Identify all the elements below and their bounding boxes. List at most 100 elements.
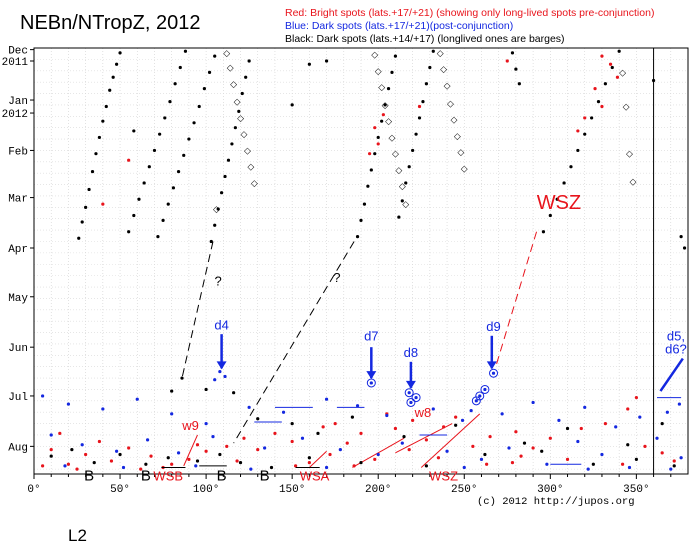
blue-spot-point — [101, 407, 105, 411]
black-spot-point — [207, 70, 212, 74]
black-spot-point — [223, 174, 227, 179]
red-spot-point — [359, 431, 363, 435]
red-spot-point — [333, 421, 337, 426]
x-tick-label: 0° — [27, 484, 40, 496]
annotation-label: d8 — [404, 345, 418, 360]
y-tick-label: Dec — [8, 46, 28, 58]
blue-spot-point — [223, 374, 227, 379]
black-spot-point — [132, 129, 136, 133]
red-spot-point — [576, 129, 580, 133]
barge-marker: ◇ — [399, 182, 406, 192]
blue-spot-point — [324, 465, 329, 470]
red-spot-point — [531, 446, 535, 450]
black-spot-point — [171, 186, 176, 190]
black-spot-point — [111, 75, 115, 79]
red-spot-point — [608, 62, 613, 66]
black-spot-point — [591, 462, 595, 466]
blue-spot-point — [460, 418, 465, 422]
barge-marker: ◇ — [251, 179, 258, 189]
black-spot-point — [411, 148, 415, 153]
black-spot-point — [454, 423, 458, 427]
blue-spot-point — [409, 400, 413, 405]
annotation-label: d7 — [364, 329, 378, 344]
barge-marker: ◇ — [623, 103, 630, 113]
black-spot-point — [397, 215, 401, 219]
black-spot-point — [359, 218, 363, 222]
black-spot-point — [142, 181, 146, 185]
blue-spot-point — [369, 381, 373, 385]
barge-marker: ◇ — [440, 65, 447, 75]
barge-marker: ◇ — [230, 80, 237, 90]
barge-marker: ◇ — [382, 101, 389, 111]
y-tick-label: Jul — [8, 392, 28, 404]
red-spot-point — [643, 444, 647, 448]
tracked-spot-ring — [471, 396, 481, 406]
black-spot-point — [359, 461, 363, 465]
red-spot-point — [187, 457, 191, 461]
black-spot-point — [307, 456, 311, 460]
barge-marker: ◇ — [247, 163, 254, 173]
blue-spot-point — [491, 371, 496, 375]
tracked-spot-ring — [480, 384, 490, 394]
pointer-arrowhead — [405, 380, 416, 389]
barge-marker: ◇ — [385, 117, 392, 127]
red-spot-point — [273, 431, 277, 435]
annotation-label: WSB — [153, 469, 183, 484]
red-spot-point — [242, 436, 246, 440]
barge-marker: ◇ — [447, 99, 454, 109]
black-spot-point — [540, 449, 544, 453]
barge-marker: ◇ — [237, 114, 244, 124]
black-spot-point — [555, 197, 559, 201]
black-spot-point — [132, 213, 136, 218]
black-spot-point — [204, 387, 208, 392]
blue-spot-point — [445, 449, 449, 453]
black-spot-point — [161, 218, 165, 222]
blue-spot-point — [135, 397, 139, 401]
annotation-label: B — [141, 468, 151, 485]
black-spot-point — [247, 59, 251, 63]
red-spot-point — [345, 441, 349, 445]
barge-marker: ◇ — [378, 83, 385, 93]
y-tick-label: Apr — [8, 244, 28, 256]
barge-marker: ◇ — [241, 130, 248, 140]
pointer-arrowhead — [486, 361, 497, 370]
barge-marker: ◇ — [457, 148, 464, 158]
blue-spot-point — [669, 467, 673, 471]
red-spot-point — [66, 462, 71, 466]
black-spot-point — [256, 417, 260, 421]
black-spot-point — [90, 169, 95, 174]
blue-spot-point — [249, 467, 253, 471]
x-tick-label: 50° — [110, 484, 130, 496]
black-spot-point — [376, 135, 380, 140]
red-spot-point — [225, 444, 229, 448]
red-spot-point — [58, 431, 62, 435]
black-spot-point — [152, 148, 157, 153]
red-drift-arrow — [183, 434, 198, 467]
black-spot-point — [617, 49, 621, 53]
red-drift-arrow — [420, 413, 481, 468]
blue-spot-point — [63, 464, 67, 468]
black-spot-point — [407, 165, 411, 169]
black-spot-point — [373, 152, 377, 156]
black-spot-point — [610, 65, 614, 70]
black-spot-point — [634, 457, 638, 461]
black-spot-point — [168, 100, 172, 104]
black-spot-point — [94, 152, 98, 156]
y-tick-label: Jun — [8, 343, 28, 355]
black-spot-point — [192, 121, 196, 125]
annotation-label: d9 — [486, 319, 500, 334]
blue-spot-point — [576, 439, 580, 444]
red-spot-point — [373, 457, 377, 461]
tracked-spot-ring — [406, 397, 416, 407]
blue-spot-point — [665, 410, 669, 414]
red-drift-arrow — [309, 450, 327, 468]
black-spot-point — [324, 59, 329, 63]
red-spot-point — [593, 87, 597, 91]
black-spot-point — [576, 148, 580, 153]
black-spot-point — [238, 461, 243, 465]
legend-blue: Blue: Dark spots (lats.+17/+21)(post-con… — [285, 20, 513, 32]
barge-marker: ◇ — [213, 205, 220, 215]
blue-spot-point — [281, 410, 286, 414]
blue-spot-point — [478, 394, 482, 398]
